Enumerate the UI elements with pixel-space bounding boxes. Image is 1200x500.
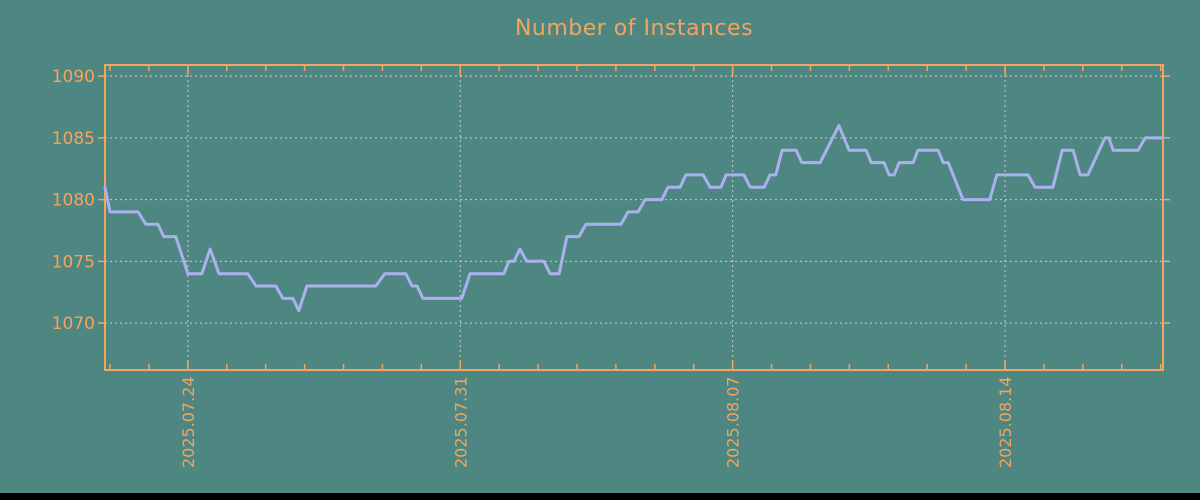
y-tick-label: 1080 xyxy=(52,191,95,211)
y-tick-label: 1075 xyxy=(52,252,95,272)
x-tick-label: 2025.08.14 xyxy=(996,376,1015,468)
plot-frame xyxy=(104,64,1164,371)
x-tick-label: 2025.07.24 xyxy=(179,376,198,468)
y-tick-label: 1085 xyxy=(52,129,95,149)
series-line xyxy=(103,124,1165,313)
chart-title: Number of Instances xyxy=(514,16,754,41)
bottom-black-bar xyxy=(0,493,1200,500)
y-tick-label: 1070 xyxy=(52,314,95,334)
y-tick-label: 1090 xyxy=(52,67,95,87)
x-tick-label: 2025.08.07 xyxy=(724,376,743,468)
x-tick-label: 2025.07.31 xyxy=(451,376,470,468)
